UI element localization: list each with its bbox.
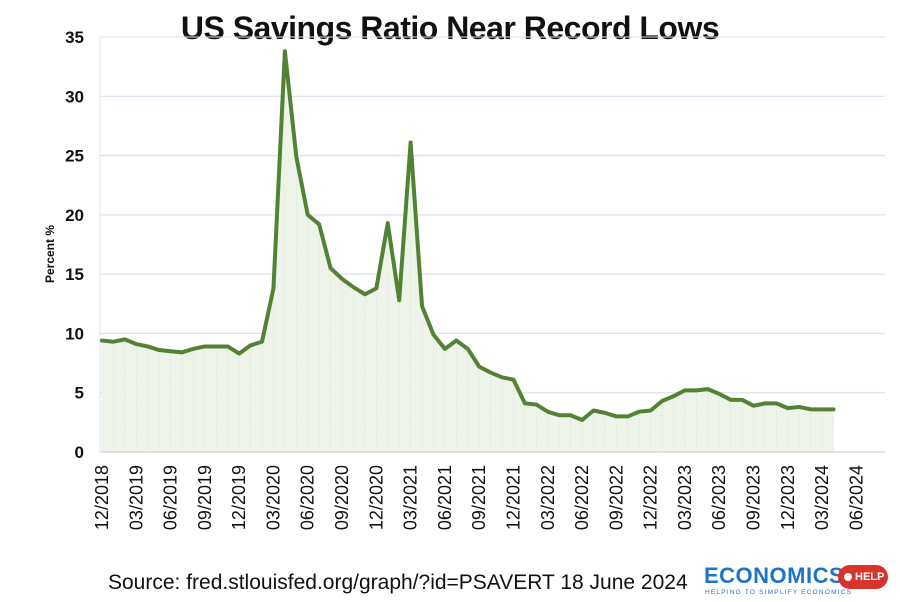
x-tick-label: 06/2019 xyxy=(161,465,181,530)
x-tick-label: 09/2022 xyxy=(606,465,626,530)
x-tick-label: 12/2020 xyxy=(366,465,386,530)
savings-ratio-line xyxy=(100,49,836,422)
y-axis-label: Percent % xyxy=(43,225,57,283)
x-tick-label: 03/2021 xyxy=(401,465,421,530)
y-tick-label: 35 xyxy=(65,28,84,47)
economics-help-logo: ECONOMICS HELP HELPING TO SIMPLIFY ECONO… xyxy=(704,563,888,599)
x-tick-label: 12/2021 xyxy=(503,465,523,530)
y-tick-label: 15 xyxy=(65,265,84,284)
y-tick-labels: 0 5 10 15 20 25 30 35 xyxy=(65,28,84,462)
x-tick-label: 09/2019 xyxy=(195,465,215,530)
series-area-fill xyxy=(102,51,834,452)
logo-help-text: HELP xyxy=(855,571,885,583)
x-tick-label: 09/2021 xyxy=(469,465,489,530)
x-tick-label: 09/2023 xyxy=(744,465,764,530)
x-tick-label: 12/2022 xyxy=(641,465,661,530)
x-tick-label: 06/2022 xyxy=(572,465,592,530)
x-tick-label: 03/2019 xyxy=(126,465,146,530)
x-tick-label: 03/2024 xyxy=(812,465,832,530)
y-tick-label: 0 xyxy=(75,443,84,462)
x-tick-label: 06/2021 xyxy=(435,465,455,530)
logo-help-tag: HELP xyxy=(838,565,888,589)
y-tick-label: 30 xyxy=(65,87,84,106)
x-tick-label: 12/2018 xyxy=(92,465,112,530)
savings-ratio-chart: 0 5 10 15 20 25 30 35 12/2018 03/2019 06/2019 09/2… xyxy=(43,28,885,530)
y-tick-label: 5 xyxy=(75,384,84,403)
x-tick-label: 06/2023 xyxy=(709,465,729,530)
tag-hole-icon xyxy=(844,573,852,581)
x-tick-label: 09/2020 xyxy=(332,465,352,530)
logo-wordmark: ECONOMICS xyxy=(704,563,845,588)
chart-title-text: US Savings Ratio Near Record Lows xyxy=(180,10,720,46)
y-tick-label: 25 xyxy=(65,147,84,166)
x-tick-labels: 12/2018 03/2019 06/2019 09/2019 12/2019 03/20… xyxy=(92,465,866,530)
source-caption: Source: fred.stlouisfed.org/graph/?id=PS… xyxy=(108,571,688,594)
chart-title: US Savings Ratio Near Record Lows xyxy=(0,10,900,47)
y-tick-label: 20 xyxy=(65,206,84,225)
y-tick-label: 10 xyxy=(65,324,84,343)
x-tick-label: 12/2023 xyxy=(778,465,798,530)
x-tick-label: 06/2020 xyxy=(298,465,318,530)
logo-tagline: HELPING TO SIMPLIFY ECONOMICS xyxy=(705,589,853,596)
gridlines xyxy=(100,36,885,394)
x-tick-label: 03/2022 xyxy=(538,465,558,530)
x-tick-label: 12/2019 xyxy=(229,465,249,530)
x-tick-label: 06/2024 xyxy=(846,465,866,530)
drop-lines xyxy=(101,51,834,452)
x-tick-label: 03/2023 xyxy=(675,465,695,530)
x-tick-label: 03/2020 xyxy=(263,465,283,530)
